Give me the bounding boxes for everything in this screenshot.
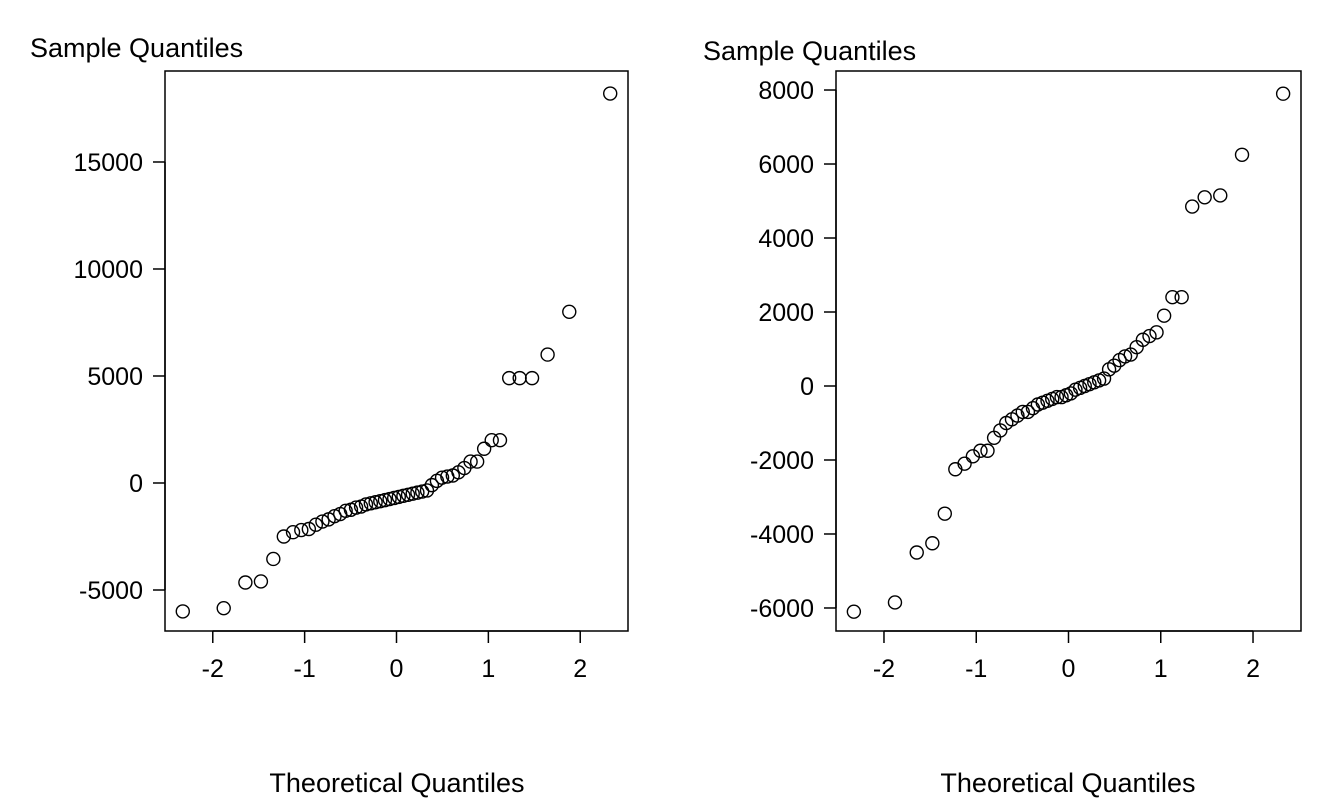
data-point [1117,349,1133,364]
data-point [973,443,988,458]
y-tick-label: 4000 [758,225,814,253]
data-point [925,536,940,551]
plot-frame [164,70,629,632]
data-point [1165,290,1180,305]
data-point [469,454,485,469]
data-point [846,604,862,619]
x-tick-label: 2 [1246,655,1260,683]
y-tick-label: 6000 [758,151,814,179]
data-point [957,456,972,471]
data-point [434,470,450,485]
data-point [424,477,440,493]
data-point [937,506,952,521]
x-tick-label: 2 [573,655,587,683]
data-point [301,521,317,537]
data-point [285,525,301,540]
data-point [501,370,517,386]
data-point [965,449,981,464]
data-point [266,551,281,567]
data-point [980,443,995,458]
data-point [909,545,924,560]
y-tick-label: 8000 [758,77,814,105]
y-tick-label: 10000 [73,256,143,284]
qq-plot-right: Sample Quantiles Theoretical Quantiles -… [703,36,1302,798]
data-point [396,488,411,504]
data-point [887,595,903,610]
y-axis-label: Sample Quantiles [30,33,243,63]
data-point [386,490,402,506]
data-point [1142,328,1157,344]
y-tick-label: -6000 [750,595,814,623]
y-tick-label: 15000 [73,149,143,177]
data-point [484,432,499,448]
data-point [175,604,190,619]
data-point [1020,404,1036,420]
data-point [1185,199,1200,214]
data-point [562,304,577,319]
data-point [492,432,508,448]
data-point [1174,290,1189,305]
data-point [308,517,324,532]
data-point [410,485,425,500]
y-tick-label: 0 [800,373,814,401]
data-point [540,347,555,362]
data-point [419,483,435,498]
data-point [524,370,540,386]
y-tick-label: 5000 [87,363,143,391]
data-point [1234,147,1250,162]
data-point [1197,190,1212,205]
data-point [948,462,963,477]
data-point [338,503,353,519]
data-point [276,529,292,544]
data-point [1213,188,1228,203]
data-point [1156,308,1172,323]
data-point [391,489,407,505]
data-point [348,500,364,515]
y-tick-label: 0 [129,470,143,498]
x-tick-label: -1 [965,655,987,683]
y-tick-label: 2000 [758,299,814,327]
x-tick-label: 0 [390,655,404,683]
x-tick-label: -2 [873,655,895,683]
x-tick-label: 1 [481,655,495,683]
data-point [1149,325,1164,340]
data-point [603,86,618,101]
x-tick-label: -2 [202,655,224,683]
data-point [1096,371,1112,386]
y-tick-label: -2000 [750,447,814,475]
data-point [358,497,374,512]
x-tick-label: 0 [1062,655,1076,683]
data-point [216,600,231,616]
data-point [294,522,309,538]
data-point [363,496,379,511]
qq-plot-left: Sample Quantiles Theoretical Quantiles -… [30,33,629,798]
data-point [476,441,492,456]
y-axis-label: Sample Quantiles [703,36,916,66]
data-point [382,491,397,507]
x-axis-label: Theoretical Quantiles [269,768,524,798]
x-tick-label: -1 [294,655,316,683]
y-tick-label: -4000 [750,521,814,549]
data-point [315,514,330,529]
x-axis-label: Theoretical Quantiles [940,768,1195,798]
x-tick-label: 1 [1154,655,1168,683]
data-point [253,574,269,589]
data-point [238,575,253,590]
data-point [1049,389,1065,405]
data-point [463,454,478,469]
plot-frame [835,70,1302,632]
data-point [1107,358,1122,373]
data-point [1015,404,1030,420]
data-point [1275,86,1291,101]
y-tick-label: -5000 [79,577,143,605]
